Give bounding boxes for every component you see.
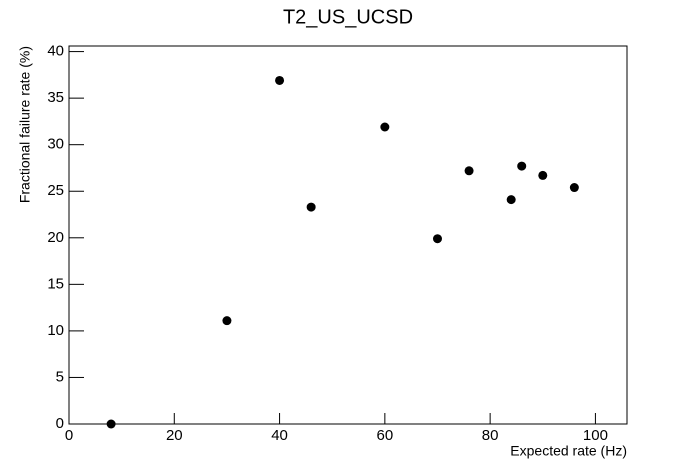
point [506,195,516,205]
point [569,183,579,193]
y-tick-label: 20 [47,229,64,246]
point [222,316,232,326]
point [306,202,316,212]
x-tick-label: 0 [65,427,73,444]
chart-title: T2_US_UCSD [283,6,413,28]
y-tick-label: 25 [47,182,64,199]
y-tick-label: 15 [47,275,64,292]
point [538,170,548,180]
y-axis-label: Fractional failure rate (%) [17,46,33,203]
y-tick-label: 5 [56,368,64,385]
x-tick-label: 60 [377,427,394,444]
point [380,122,390,132]
x-tick-label: 20 [166,427,183,444]
y-tick-label: 40 [47,43,64,60]
point [464,166,474,176]
x-tick-label: 40 [271,427,288,444]
point [517,161,527,171]
y-tick-label: 30 [47,136,64,153]
y-tick-label: 0 [56,415,64,432]
point [432,234,442,244]
point [275,75,285,85]
y-tick-label: 35 [47,89,64,106]
x-tick-label: 80 [482,427,499,444]
x-tick-label: 100 [583,427,608,444]
x-axis-label: Expected rate (Hz) [510,443,627,459]
point [106,419,116,429]
plot-frame [68,45,628,425]
y-tick-label: 10 [47,322,64,339]
